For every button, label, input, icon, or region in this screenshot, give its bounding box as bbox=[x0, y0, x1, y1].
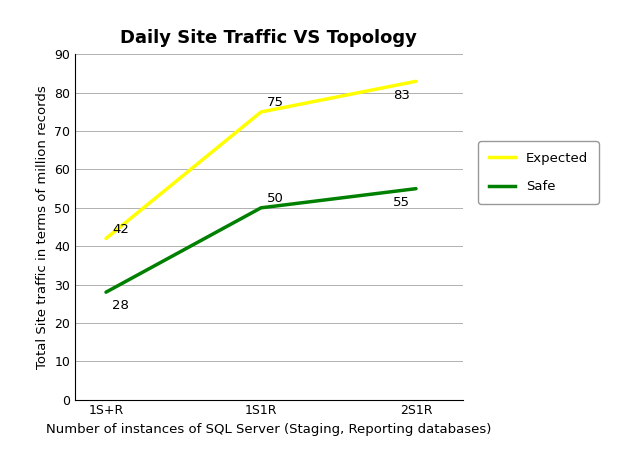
Y-axis label: Total Site traffic in terms of million records: Total Site traffic in terms of million r… bbox=[36, 85, 49, 369]
Safe bbox=[412, 186, 420, 192]
Text: 83: 83 bbox=[392, 89, 409, 102]
Safe bbox=[102, 290, 110, 295]
Text: 42: 42 bbox=[112, 223, 129, 236]
Text: 75: 75 bbox=[268, 96, 284, 109]
Expected bbox=[102, 236, 110, 241]
Line: Expected: Expected bbox=[106, 81, 416, 238]
Safe bbox=[258, 205, 265, 211]
Legend: Expected, Safe: Expected, Safe bbox=[479, 141, 599, 204]
Line: Safe: Safe bbox=[106, 189, 416, 292]
Text: 50: 50 bbox=[268, 192, 284, 205]
Expected bbox=[412, 79, 420, 84]
Expected bbox=[258, 109, 265, 115]
Text: 55: 55 bbox=[392, 196, 410, 209]
Text: 28: 28 bbox=[112, 300, 129, 312]
X-axis label: Number of instances of SQL Server (Staging, Reporting databases): Number of instances of SQL Server (Stagi… bbox=[46, 423, 491, 436]
Title: Daily Site Traffic VS Topology: Daily Site Traffic VS Topology bbox=[120, 30, 418, 47]
